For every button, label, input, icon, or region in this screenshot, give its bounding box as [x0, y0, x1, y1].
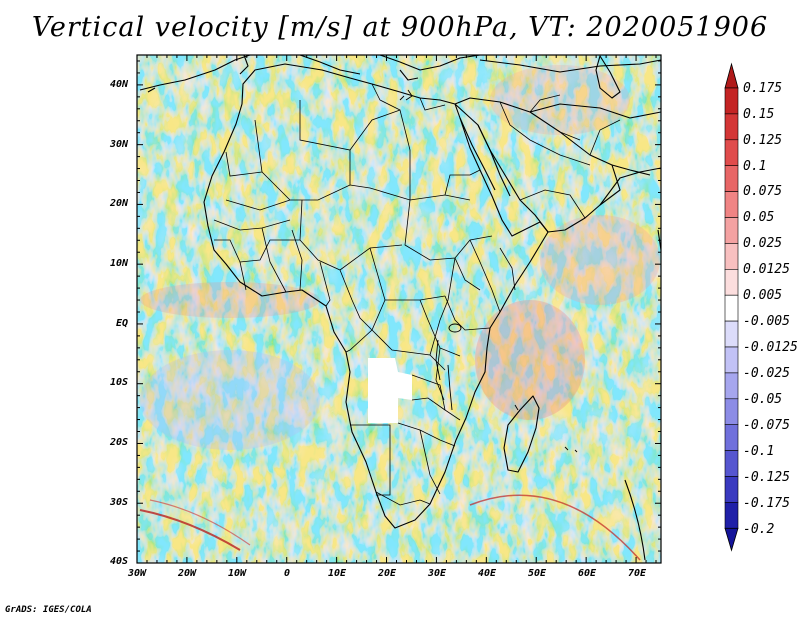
chart-title: Vertical velocity [m/s] at 900hPa, VT: 2… — [31, 12, 769, 43]
colorbar-label: 0.15 — [743, 107, 775, 122]
colorbar-label: 0.075 — [743, 184, 783, 199]
colorbar-label: -0.175 — [743, 496, 790, 511]
colorbar-segment — [724, 165, 739, 192]
colorbar-segment — [724, 424, 739, 451]
colorbar-label: -0.075 — [743, 418, 790, 433]
colorbar-label: 0.175 — [743, 81, 783, 96]
colorbar-label: 0.125 — [743, 133, 783, 148]
lat-label: EQ — [115, 318, 128, 329]
colorbar-segment — [724, 294, 739, 322]
colorbar-label: 0.0125 — [743, 262, 790, 277]
lat-label: 10N — [109, 258, 128, 269]
colorbar-label: 0.05 — [743, 210, 775, 225]
colorbar-arrow-bottom — [724, 527, 739, 552]
colorbar-label: -0.125 — [743, 470, 790, 485]
colorbar-segment — [724, 398, 739, 425]
map-border — [136, 54, 662, 564]
lon-label: 10W — [227, 568, 247, 579]
lat-label: 40S — [109, 556, 128, 567]
colorbar-segment — [724, 320, 739, 348]
lakes — [399, 89, 578, 453]
lat-label: 10S — [109, 377, 128, 388]
colorbar-label: 0.025 — [743, 236, 783, 251]
velocity-field — [137, 55, 661, 563]
lon-label: 10E — [327, 568, 347, 579]
colorbar-label: -0.2 — [743, 522, 775, 537]
lat-label: 20N — [109, 198, 128, 209]
colorbar-label: -0.05 — [743, 392, 783, 407]
colorbar-label: -0.0125 — [743, 340, 798, 355]
credit-text: GrADS: IGES/COLA — [5, 605, 92, 615]
lon-label: 50E — [527, 568, 547, 579]
colorbar-segment — [724, 243, 739, 270]
lon-label: 70E — [627, 568, 647, 579]
lon-label: 30E — [427, 568, 447, 579]
colorbar-segment — [724, 217, 739, 244]
colorbar-label: -0.005 — [743, 314, 790, 329]
axis-ticks — [136, 55, 661, 564]
borders — [213, 83, 621, 506]
colorbar-segment — [724, 372, 739, 400]
colorbar-label: 0.005 — [743, 288, 783, 303]
colorbar-segment — [724, 450, 739, 477]
colorbar-segment — [724, 113, 739, 141]
lon-label: 40E — [477, 568, 497, 579]
colorbar-label: 0.1 — [743, 159, 767, 174]
colorbar-segment — [724, 191, 739, 218]
colorbar-arrow-top — [724, 62, 739, 89]
lon-label: 20W — [177, 568, 197, 579]
colorbar-segment — [724, 346, 739, 374]
lat-label: 20S — [109, 437, 128, 448]
lon-label: 20E — [377, 568, 397, 579]
colorbar-segment — [724, 87, 739, 115]
coastlines — [139, 55, 661, 561]
colorbar-segment — [724, 502, 739, 529]
lat-label: 30S — [109, 497, 128, 508]
colorbar-segment — [724, 139, 739, 167]
colorbar-label: -0.025 — [743, 366, 790, 381]
colorbar — [724, 62, 739, 552]
lon-label: 0 — [283, 568, 291, 579]
lon-label: 60E — [577, 568, 597, 579]
lon-label: 30W — [127, 568, 147, 579]
lat-label: 40N — [109, 79, 128, 90]
colorbar-segment — [724, 476, 739, 503]
colorbar-segment — [724, 268, 739, 296]
lat-label: 30N — [109, 139, 128, 150]
colorbar-label: -0.1 — [743, 444, 775, 459]
